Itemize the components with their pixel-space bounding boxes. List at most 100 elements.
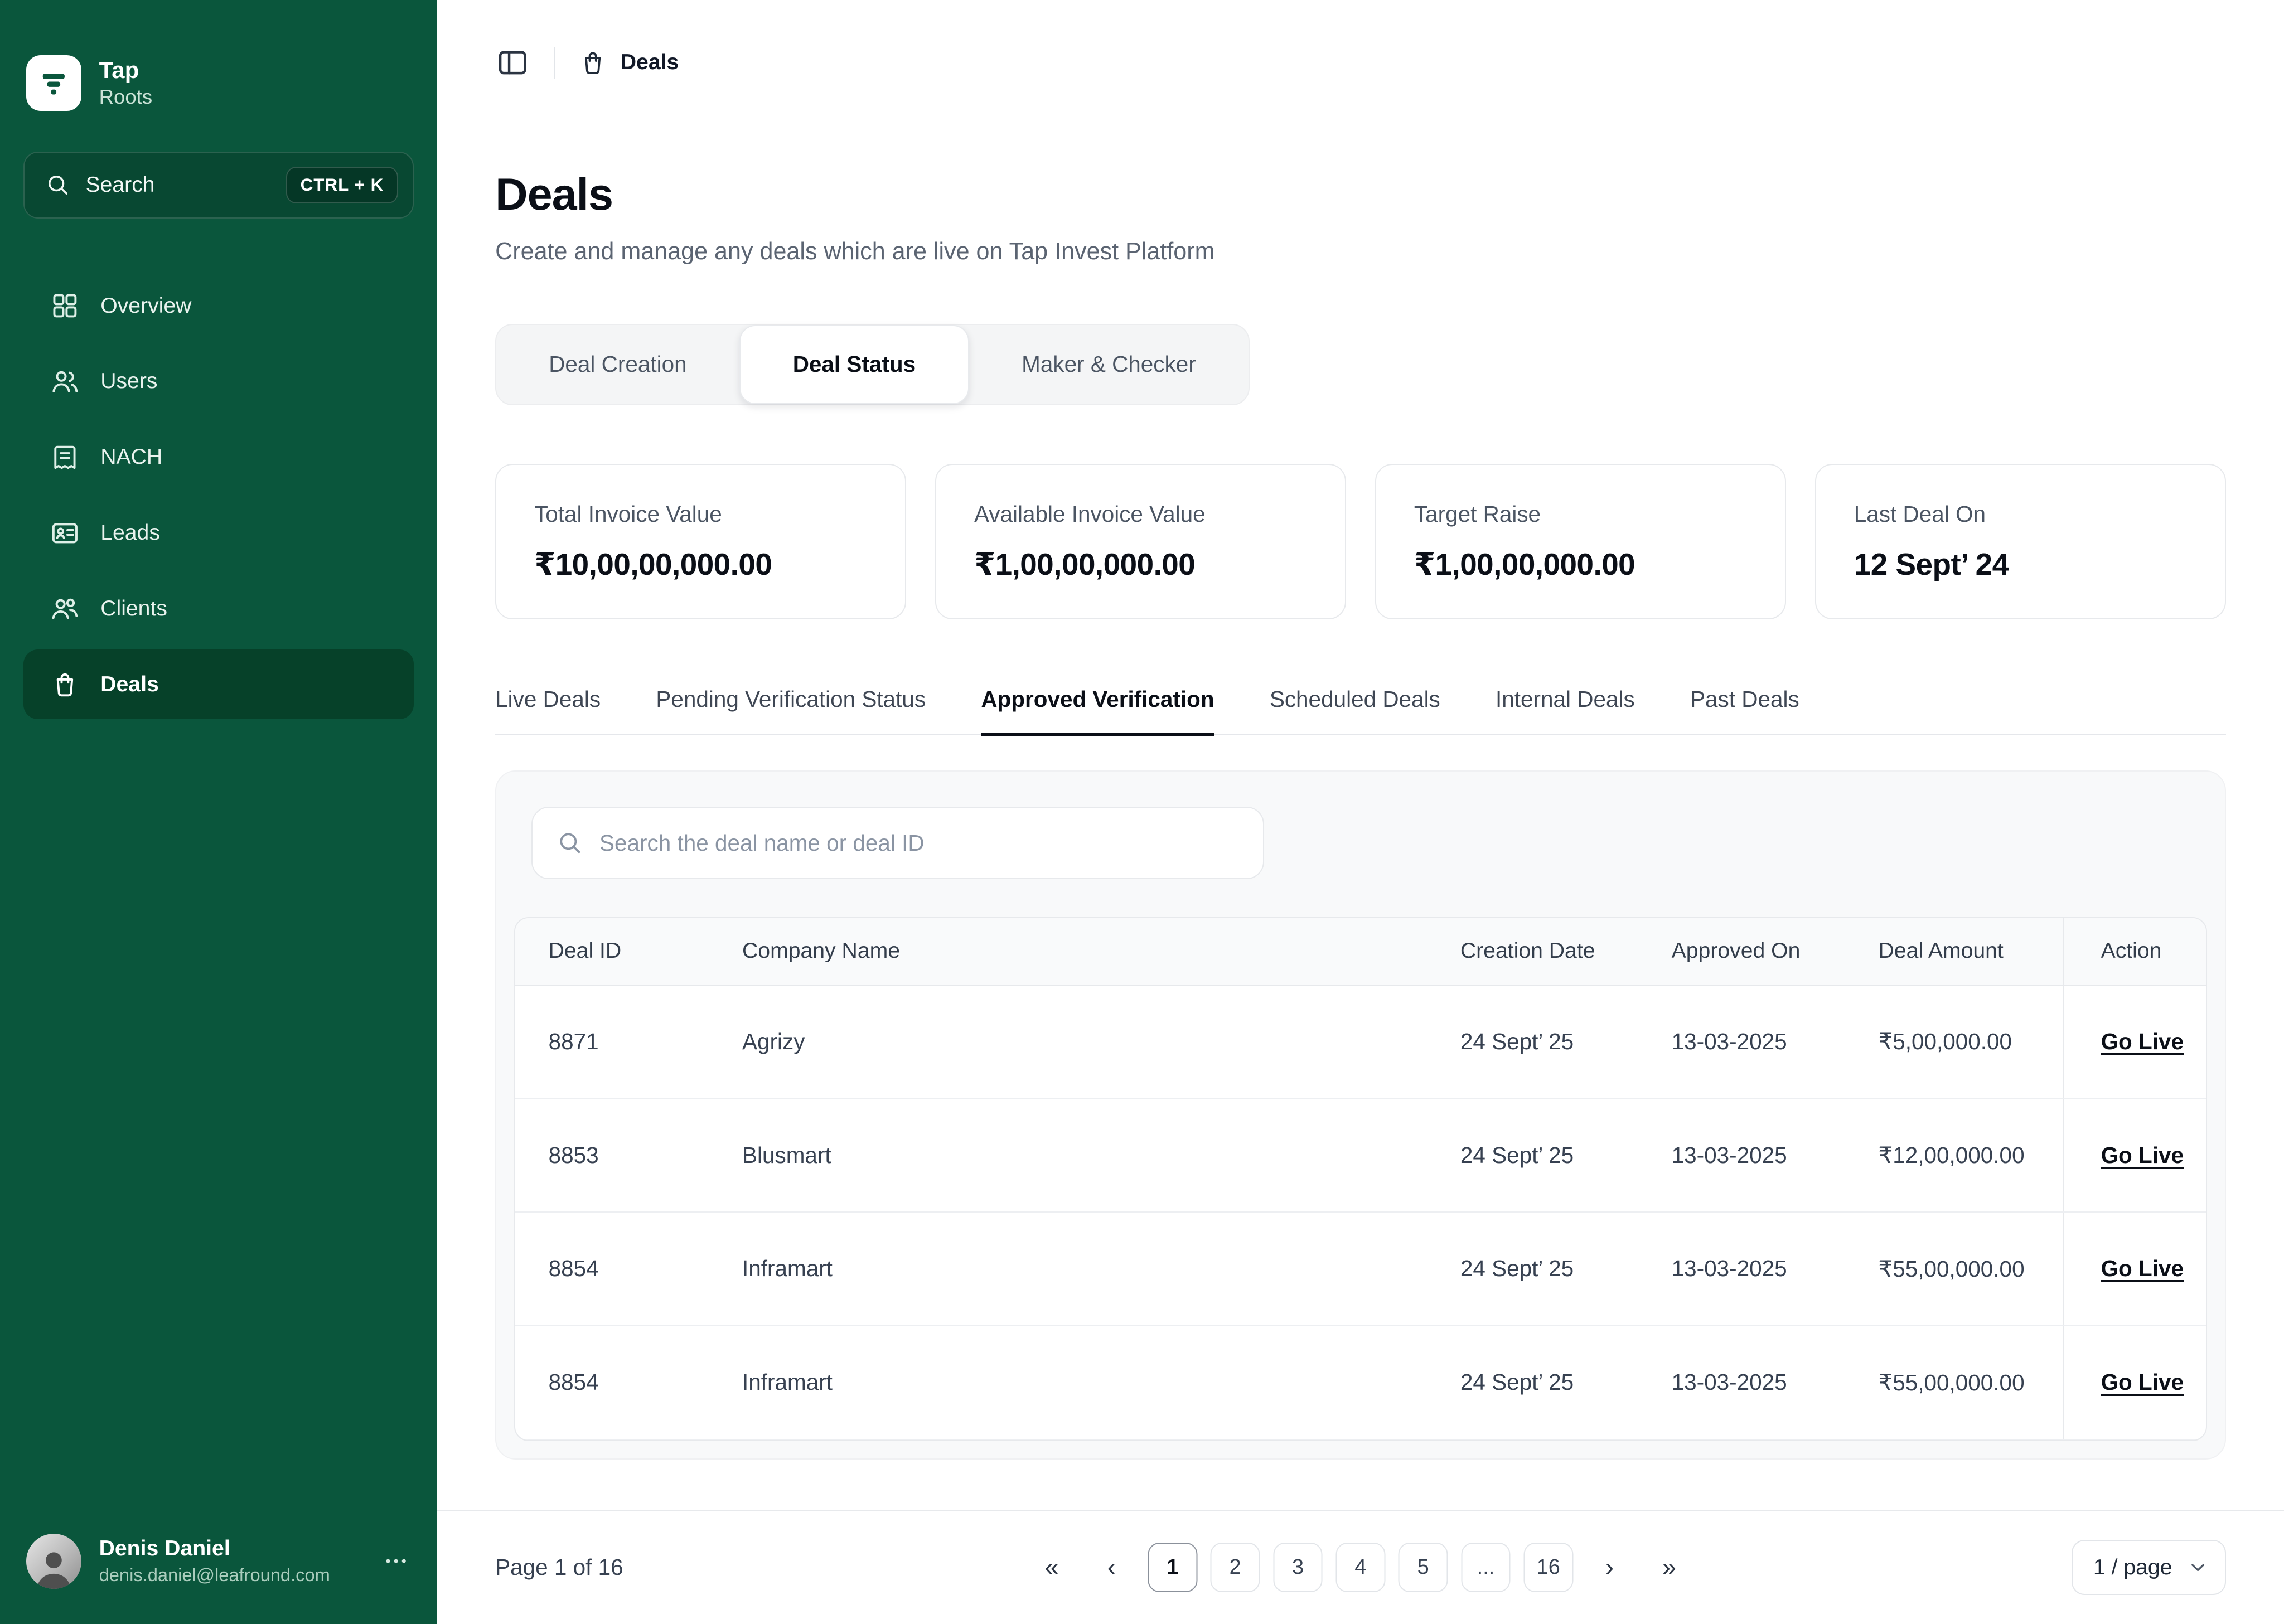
go-live-link[interactable]: Go Live bbox=[2101, 1028, 2184, 1054]
tab-pending-verification-status[interactable]: Pending Verification Status bbox=[656, 686, 926, 734]
stat-cards: Total Invoice Value ₹10,00,00,000.00 Ava… bbox=[495, 463, 2226, 620]
column-approved-on: Approved On bbox=[1671, 939, 1801, 963]
sidebar: Tap Roots Search CTRL + K Overview Users… bbox=[0, 0, 437, 1624]
cell-deal-amount: ₹55,00,000.00 bbox=[1878, 1369, 2025, 1395]
deal-mode-segmented-control: Deal Creation Deal Status Maker & Checke… bbox=[495, 323, 1250, 406]
page-title: Deals bbox=[495, 169, 613, 220]
tab-live-deals[interactable]: Live Deals bbox=[495, 686, 601, 734]
last-page-button[interactable]: » bbox=[1662, 1553, 1676, 1581]
tab-label: Pending Verification Status bbox=[656, 686, 926, 712]
user-name: Denis Daniel bbox=[99, 1536, 230, 1561]
search-icon bbox=[556, 829, 584, 857]
column-creation-date: Creation Date bbox=[1460, 939, 1595, 963]
grid-icon bbox=[50, 290, 80, 321]
cell-approved-on: 13-03-2025 bbox=[1671, 1255, 1787, 1282]
deals-panel: Deal ID Company Name Creation Date Appro… bbox=[495, 770, 2226, 1460]
tab-label: Internal Deals bbox=[1496, 686, 1635, 712]
go-live-link[interactable]: Go Live bbox=[2101, 1255, 2184, 1282]
brand: Tap Roots bbox=[0, 0, 437, 111]
brand-subname: Roots bbox=[99, 85, 153, 109]
stat-card-target-raise: Target Raise ₹1,00,00,000.00 bbox=[1375, 463, 1786, 620]
page-button-4[interactable]: 4 bbox=[1335, 1543, 1386, 1593]
pager: « ‹ 1 2 3 4 5... 16 › » bbox=[1028, 1543, 1692, 1593]
tab-label: Past Deals bbox=[1690, 686, 1799, 712]
page-button-3[interactable]: 3 bbox=[1273, 1543, 1323, 1593]
search-shortcut-badge: CTRL + K bbox=[286, 166, 398, 203]
user-email: denis.daniel@leafround.com bbox=[99, 1564, 330, 1585]
tab-label: Live Deals bbox=[495, 686, 601, 712]
cell-creation-date: 24 Sept’ 25 bbox=[1460, 1369, 1574, 1395]
cell-approved-on: 13-03-2025 bbox=[1671, 1028, 1787, 1054]
page-button-1[interactable]: 1 bbox=[1148, 1543, 1198, 1593]
prev-page-button[interactable]: ‹ bbox=[1107, 1553, 1116, 1581]
sidebar-item-label: Overview bbox=[100, 293, 192, 318]
page-button-2[interactable]: 2 bbox=[1210, 1543, 1260, 1593]
cell-deal-id: 8854 bbox=[548, 1369, 599, 1395]
table-row: 8854 Inframart 24 Sept’ 25 13-03-2025 ₹5… bbox=[515, 1326, 2206, 1440]
sidebar-item-overview[interactable]: Overview bbox=[23, 271, 414, 341]
cell-company-name: Blusmart bbox=[742, 1142, 831, 1168]
tap-logo-icon bbox=[26, 55, 82, 111]
segment-deal-status[interactable]: Deal Status bbox=[739, 324, 970, 405]
go-live-link[interactable]: Go Live bbox=[2101, 1142, 2184, 1168]
tab-past-deals[interactable]: Past Deals bbox=[1690, 686, 1799, 734]
next-page-button[interactable]: › bbox=[1605, 1553, 1614, 1581]
tab-label: Approved Verification bbox=[981, 686, 1214, 712]
tab-internal-deals[interactable]: Internal Deals bbox=[1496, 686, 1635, 734]
deal-search-box bbox=[531, 806, 1264, 880]
segment-label: Deal Creation bbox=[549, 351, 687, 377]
deal-search-input[interactable] bbox=[599, 830, 1240, 856]
stat-label: Target Raise bbox=[1414, 501, 1541, 527]
cell-deal-amount: ₹5,00,000.00 bbox=[1878, 1029, 2012, 1055]
sidebar-item-leads[interactable]: Leads bbox=[23, 498, 414, 568]
page-size-value: 1 / page bbox=[2093, 1555, 2172, 1579]
search-icon bbox=[45, 172, 71, 198]
cell-company-name: Agrizy bbox=[742, 1028, 805, 1054]
segment-label: Maker & Checker bbox=[1022, 351, 1196, 377]
tab-approved-verification[interactable]: Approved Verification bbox=[981, 686, 1214, 736]
cell-company-name: Inframart bbox=[742, 1255, 833, 1282]
sidebar-toggle-icon[interactable] bbox=[495, 45, 530, 80]
column-deal-id: Deal ID bbox=[548, 939, 622, 963]
main-area: Deals Deals Create and manage any deals … bbox=[437, 0, 2284, 1624]
nach-icon bbox=[50, 442, 80, 473]
stat-label: Last Deal On bbox=[1854, 501, 1986, 527]
cell-creation-date: 24 Sept’ 25 bbox=[1460, 1255, 1574, 1282]
stat-card-total-invoice-value: Total Invoice Value ₹10,00,00,000.00 bbox=[495, 463, 906, 620]
sidebar-search[interactable]: Search CTRL + K bbox=[23, 151, 414, 219]
user-more-icon[interactable] bbox=[381, 1547, 410, 1575]
cell-deal-id: 8854 bbox=[548, 1255, 599, 1282]
page-button-5[interactable]: 5 bbox=[1398, 1543, 1448, 1593]
page-button[interactable]: ... bbox=[1461, 1543, 1511, 1593]
table-row: 8871 Agrizy 24 Sept’ 25 13-03-2025 ₹5,00… bbox=[515, 985, 2206, 1099]
stat-value: ₹1,00,00,000.00 bbox=[974, 546, 1196, 581]
sidebar-item-clients[interactable]: Clients bbox=[23, 574, 414, 643]
first-page-button[interactable]: « bbox=[1044, 1553, 1059, 1581]
cell-deal-id: 8871 bbox=[548, 1028, 599, 1054]
deal-status-tabs: Live Deals Pending Verification Status A… bbox=[495, 686, 2226, 736]
sidebar-item-users[interactable]: Users bbox=[23, 347, 414, 416]
sidebar-user: Denis Daniel denis.daniel@leafround.com bbox=[0, 1504, 437, 1623]
segment-maker-checker[interactable]: Maker & Checker bbox=[969, 325, 1249, 404]
topbar: Deals bbox=[437, 0, 2284, 125]
deals-bag-icon bbox=[578, 48, 607, 77]
page-size-select[interactable]: 1 / page bbox=[2072, 1540, 2226, 1596]
breadcrumb[interactable]: Deals bbox=[578, 48, 679, 77]
tab-label: Scheduled Deals bbox=[1269, 686, 1440, 712]
sidebar-item-nach[interactable]: NACH bbox=[23, 422, 414, 492]
page-content: Deals Create and manage any deals which … bbox=[437, 125, 2284, 1510]
segment-deal-creation[interactable]: Deal Creation bbox=[496, 325, 739, 404]
go-live-link[interactable]: Go Live bbox=[2101, 1369, 2184, 1395]
deals-icon bbox=[50, 669, 80, 700]
page-summary: Page 1 of 16 bbox=[495, 1554, 623, 1581]
sidebar-item-deals[interactable]: Deals bbox=[23, 649, 414, 720]
page-button-16[interactable]: 16 bbox=[1523, 1543, 1574, 1593]
brand-name: Tap bbox=[99, 56, 139, 83]
segment-label: Deal Status bbox=[792, 351, 916, 377]
clients-icon bbox=[50, 593, 80, 624]
sidebar-nav: Overview Users NACH Leads Clients Deals bbox=[0, 271, 437, 720]
tab-scheduled-deals[interactable]: Scheduled Deals bbox=[1270, 686, 1440, 734]
cell-deal-amount: ₹12,00,000.00 bbox=[1878, 1142, 2025, 1169]
topbar-divider bbox=[553, 46, 555, 79]
